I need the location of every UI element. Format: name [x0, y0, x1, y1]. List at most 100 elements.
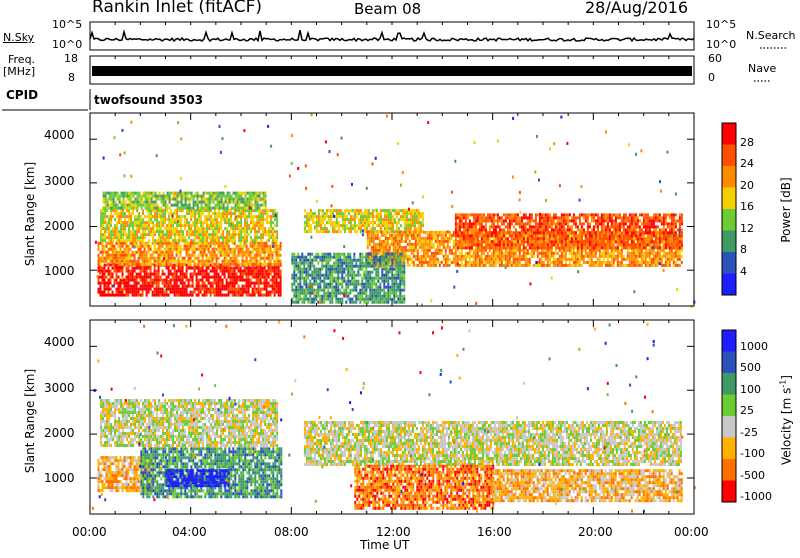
heatmap-cell	[481, 237, 483, 240]
heatmap-cell	[252, 291, 254, 294]
heatmap-cell	[144, 273, 146, 276]
heatmap-cell	[260, 239, 262, 242]
heatmap-cell	[268, 294, 270, 297]
heatmap-cell	[595, 252, 597, 255]
heatmap-cell	[360, 221, 362, 224]
heatmap-cell	[134, 263, 136, 266]
heatmap-cell	[254, 215, 256, 218]
heatmap-cell	[138, 239, 140, 242]
heatmap-cell	[268, 285, 270, 288]
heatmap-cell	[108, 239, 110, 242]
heatmap-cell	[384, 218, 386, 221]
heatmap-cell	[128, 285, 130, 288]
heatmap-cell	[252, 267, 254, 270]
heatmap-cell	[274, 288, 276, 291]
heatmap-cell	[176, 215, 178, 218]
heatmap-cell	[123, 207, 125, 210]
heatmap-cell	[221, 201, 223, 204]
heatmap-cell	[405, 237, 407, 240]
heatmap-cell	[270, 218, 272, 221]
heatmap-cell	[517, 240, 519, 243]
heatmap-cell	[138, 221, 140, 224]
heatmap-cell	[443, 234, 445, 237]
heatmap-cell	[435, 234, 437, 237]
heatmap-cell	[406, 221, 408, 224]
heatmap-cell	[168, 267, 170, 270]
heatmap-cell	[276, 257, 278, 260]
heatmap-cell	[212, 239, 214, 242]
heatmap-cell	[202, 285, 204, 288]
heatmap-cell	[104, 248, 106, 251]
heatmap-cell	[421, 261, 423, 264]
heatmap-cell	[515, 264, 517, 267]
heatmap-cell	[238, 294, 240, 297]
heatmap-cell	[667, 258, 669, 261]
heatmap-cell	[216, 227, 218, 230]
heatmap-cell	[308, 212, 310, 215]
heatmap-cell	[408, 224, 410, 227]
heatmap-cell	[158, 242, 160, 245]
heatmap-cell	[219, 204, 221, 207]
heatmap-cell	[324, 215, 326, 218]
heatmap-cell	[178, 270, 180, 273]
heatmap-cell	[150, 279, 152, 282]
heatmap-cell	[136, 260, 138, 263]
heatmap-cell	[272, 276, 274, 279]
heatmap-cell	[146, 254, 148, 257]
heatmap-cell	[168, 263, 170, 266]
heatmap-cell	[368, 221, 370, 224]
heatmap-cell	[114, 245, 116, 248]
heatmap-cell	[180, 230, 182, 233]
heatmap-cell	[142, 245, 144, 248]
heatmap-cell	[513, 213, 515, 216]
heatmap-cell	[485, 225, 487, 228]
heatmap-cell	[164, 260, 166, 263]
heatmap-cell	[212, 267, 214, 270]
heatmap-cell	[501, 264, 503, 267]
heatmap-cell	[503, 228, 505, 231]
heatmap-cell	[228, 282, 230, 285]
heatmap-cell	[252, 270, 254, 273]
heatmap-cell	[274, 273, 276, 276]
heatmap-cell	[265, 207, 267, 210]
heatmap-cell	[178, 251, 180, 254]
heatmap-cell	[513, 216, 515, 219]
heatmap-cell	[118, 270, 120, 273]
heatmap-cell	[188, 260, 190, 263]
heatmap-cell	[591, 258, 593, 261]
heatmap-cell	[102, 248, 104, 251]
heatmap-cell	[148, 242, 150, 245]
heatmap-cell	[663, 264, 665, 267]
heatmap-cell	[239, 198, 241, 201]
heatmap-cell	[196, 221, 198, 224]
heatmap-cell	[166, 251, 168, 254]
heatmap-cell	[120, 224, 122, 227]
heatmap-cell	[447, 237, 449, 240]
heatmap-cell	[216, 221, 218, 224]
heatmap-cell	[236, 279, 238, 282]
heatmap-cell	[116, 267, 118, 270]
heatmap-cell	[126, 245, 128, 248]
heatmap-cell	[593, 252, 595, 255]
heatmap-cell	[202, 254, 204, 257]
heatmap-cell	[635, 261, 637, 264]
heatmap-cell	[420, 227, 422, 230]
heatmap-cell	[116, 233, 118, 236]
heatmap-cell	[104, 230, 106, 233]
heatmap-cell	[232, 260, 234, 263]
heatmap-cell	[152, 291, 154, 294]
heatmap-cell	[242, 254, 244, 257]
heatmap-cell	[541, 237, 543, 240]
heatmap-cell	[122, 254, 124, 257]
heatmap-cell	[487, 258, 489, 261]
heatmap-cell	[140, 245, 142, 248]
heatmap-cell	[210, 257, 212, 260]
heatmap-cell	[459, 231, 461, 234]
heatmap-cell	[465, 264, 467, 267]
heatmap-cell	[166, 282, 168, 285]
heatmap-cell	[144, 254, 146, 257]
heatmap-cell	[109, 195, 111, 198]
heatmap-cell	[463, 237, 465, 240]
heatmap-cell	[135, 192, 137, 195]
heatmap-cell	[400, 215, 402, 218]
